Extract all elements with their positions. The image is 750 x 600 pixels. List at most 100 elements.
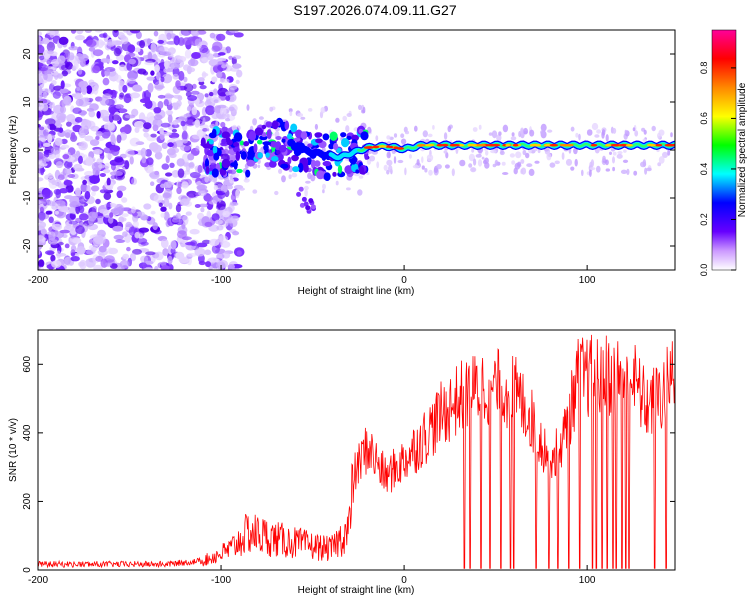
spectrogram-noise-blob — [126, 246, 131, 252]
snr-ylabel: SNR (10 * v/v) — [8, 418, 19, 482]
colorbar-tick-label: 0.0 — [699, 264, 709, 277]
spectrogram-noise-blob — [157, 101, 164, 109]
spectrogram-speckle — [404, 130, 410, 135]
spectrogram-noise-blob — [99, 152, 105, 160]
spectrogram-noise-blob — [212, 41, 223, 52]
spectrogram-noise-blob — [165, 155, 170, 164]
spectrogram-noise-blob — [165, 172, 173, 177]
spectrogram-transition-blob — [314, 132, 323, 138]
snr-ytick-label: 400 — [22, 424, 33, 441]
spectrogram-noise-blob — [215, 183, 224, 192]
spectrogram-noise-blob — [45, 124, 50, 133]
spectrogram-noise-blob — [141, 156, 147, 164]
spectrogram-transition-blob — [290, 123, 298, 133]
spectrogram-noise-blob — [131, 177, 137, 185]
spectrogram-speckle — [470, 167, 477, 173]
spectrogram-noise-blob — [78, 53, 89, 62]
spectrogram-noise-blob — [55, 161, 64, 169]
spectrogram-noise-blob — [215, 203, 226, 211]
spectrogram-noise-blob — [44, 118, 56, 126]
spectrogram-noise-blob — [43, 151, 50, 158]
spectrogram-noise-blob — [105, 152, 114, 159]
spectrogram-noise-blob — [48, 216, 54, 224]
spectrogram-noise-blob — [96, 111, 101, 119]
spectrogram-speckle — [509, 153, 515, 158]
spectrogram-noise-blob — [229, 169, 237, 175]
spectrogram-noise-blob — [176, 230, 188, 239]
spectrogram-noise-blob — [78, 155, 83, 164]
snr-panel: -200 -100 0 100 0 200 400 600 Height of straigh… — [8, 329, 676, 596]
spectrogram-noise-blob — [56, 73, 64, 79]
spectrogram-noise-blob — [121, 213, 129, 218]
spectrogram-speckle — [375, 135, 379, 141]
spectrogram-noise-blob — [104, 262, 113, 267]
spectrogram-noise-blob — [205, 261, 212, 268]
spectrogram-speckle — [589, 167, 596, 171]
spectrogram-noise-blob — [132, 84, 142, 92]
spectrogram-speckle — [605, 134, 609, 142]
spectrogram-noise-blob — [160, 58, 165, 68]
spectrogram-noise-blob — [134, 120, 145, 129]
spectrogram-transition-blob — [292, 166, 300, 173]
spectrogram-hotspot — [559, 143, 569, 147]
spectrogram-noise-blob — [78, 261, 86, 267]
snr-xtick-label: 100 — [579, 575, 596, 586]
spectrogram-speckle — [322, 183, 326, 190]
spectrogram-transition-blob — [303, 163, 309, 173]
spectrogram-transition-blob — [297, 162, 304, 173]
spectrogram-noise-blob — [84, 170, 94, 177]
spectrogram-noise-blob — [98, 245, 107, 253]
spectrogram-speckle — [412, 164, 420, 169]
spectrogram-noise-blob — [110, 134, 116, 143]
spectrogram-noise-blob — [104, 162, 110, 170]
spectrogram-noise-blob — [160, 212, 166, 218]
spectrogram-noise-blob — [38, 40, 45, 45]
spectrogram-transition-blob — [243, 141, 250, 147]
spectrogram-noise-blob — [194, 38, 202, 47]
spectrogram-noise-blob — [201, 71, 207, 79]
spectrogram-ylabel: Frequency (Hz) — [8, 116, 19, 185]
spectrogram-noise-blob — [171, 170, 180, 178]
spectrogram-noise-blob — [178, 70, 185, 81]
spectrogram-xtick-label: -200 — [28, 275, 48, 286]
spectrogram-noise-blob — [92, 49, 104, 57]
spectrogram-noise-blob — [227, 264, 235, 270]
spectrogram-noise-blob — [104, 122, 115, 132]
spectrogram-noise-blob — [38, 211, 46, 221]
spectrogram-noise-blob — [80, 142, 87, 149]
spectrogram-noise-blob — [61, 70, 68, 77]
spectrogram-noise-blob — [56, 112, 67, 121]
spectrogram-speckle — [496, 134, 502, 142]
spectrogram-noise-blob — [213, 88, 218, 96]
spectrogram-noise-blob — [143, 103, 152, 107]
spectrogram-noise-blob — [205, 105, 215, 116]
spectrogram-noise-blob — [38, 36, 42, 42]
spectrogram-noise-blob — [103, 169, 111, 174]
spectrogram-noise-blob — [68, 46, 79, 51]
spectrogram-hotspot — [625, 143, 633, 147]
spectrogram-hotspot — [478, 143, 486, 147]
spectrogram-noise-blob — [44, 110, 54, 115]
spectrogram-noise-blob — [182, 37, 192, 46]
spectrogram-noise-blob — [107, 90, 118, 95]
spectrogram-transition-blob — [233, 160, 238, 170]
spectrogram-speckle — [651, 125, 656, 132]
spectrogram-speckle — [565, 158, 573, 166]
spectrogram-noise-blob — [46, 59, 52, 65]
spectrogram-noise-blob — [109, 149, 115, 154]
spectrogram-speckle — [632, 127, 636, 132]
spectrogram-speckle — [414, 125, 418, 132]
spectrogram-noise-blob — [38, 126, 45, 131]
spectrogram-noise-blob — [134, 231, 141, 239]
spectrogram-noise-blob — [48, 231, 56, 242]
spectrogram-hotspot — [535, 143, 542, 147]
spectrogram-noise-blob — [91, 205, 97, 213]
spectrogram-noise-blob — [43, 157, 51, 162]
spectrogram-noise-blob — [38, 266, 45, 270]
spectrogram-transition-blob — [284, 120, 290, 130]
spectrogram-speckle — [408, 154, 412, 159]
spectrogram-noise-blob — [169, 162, 175, 168]
spectrogram-noise-blob — [92, 65, 101, 74]
spectrogram-speckle — [208, 173, 214, 182]
spectrogram-noise-blob — [167, 142, 174, 148]
